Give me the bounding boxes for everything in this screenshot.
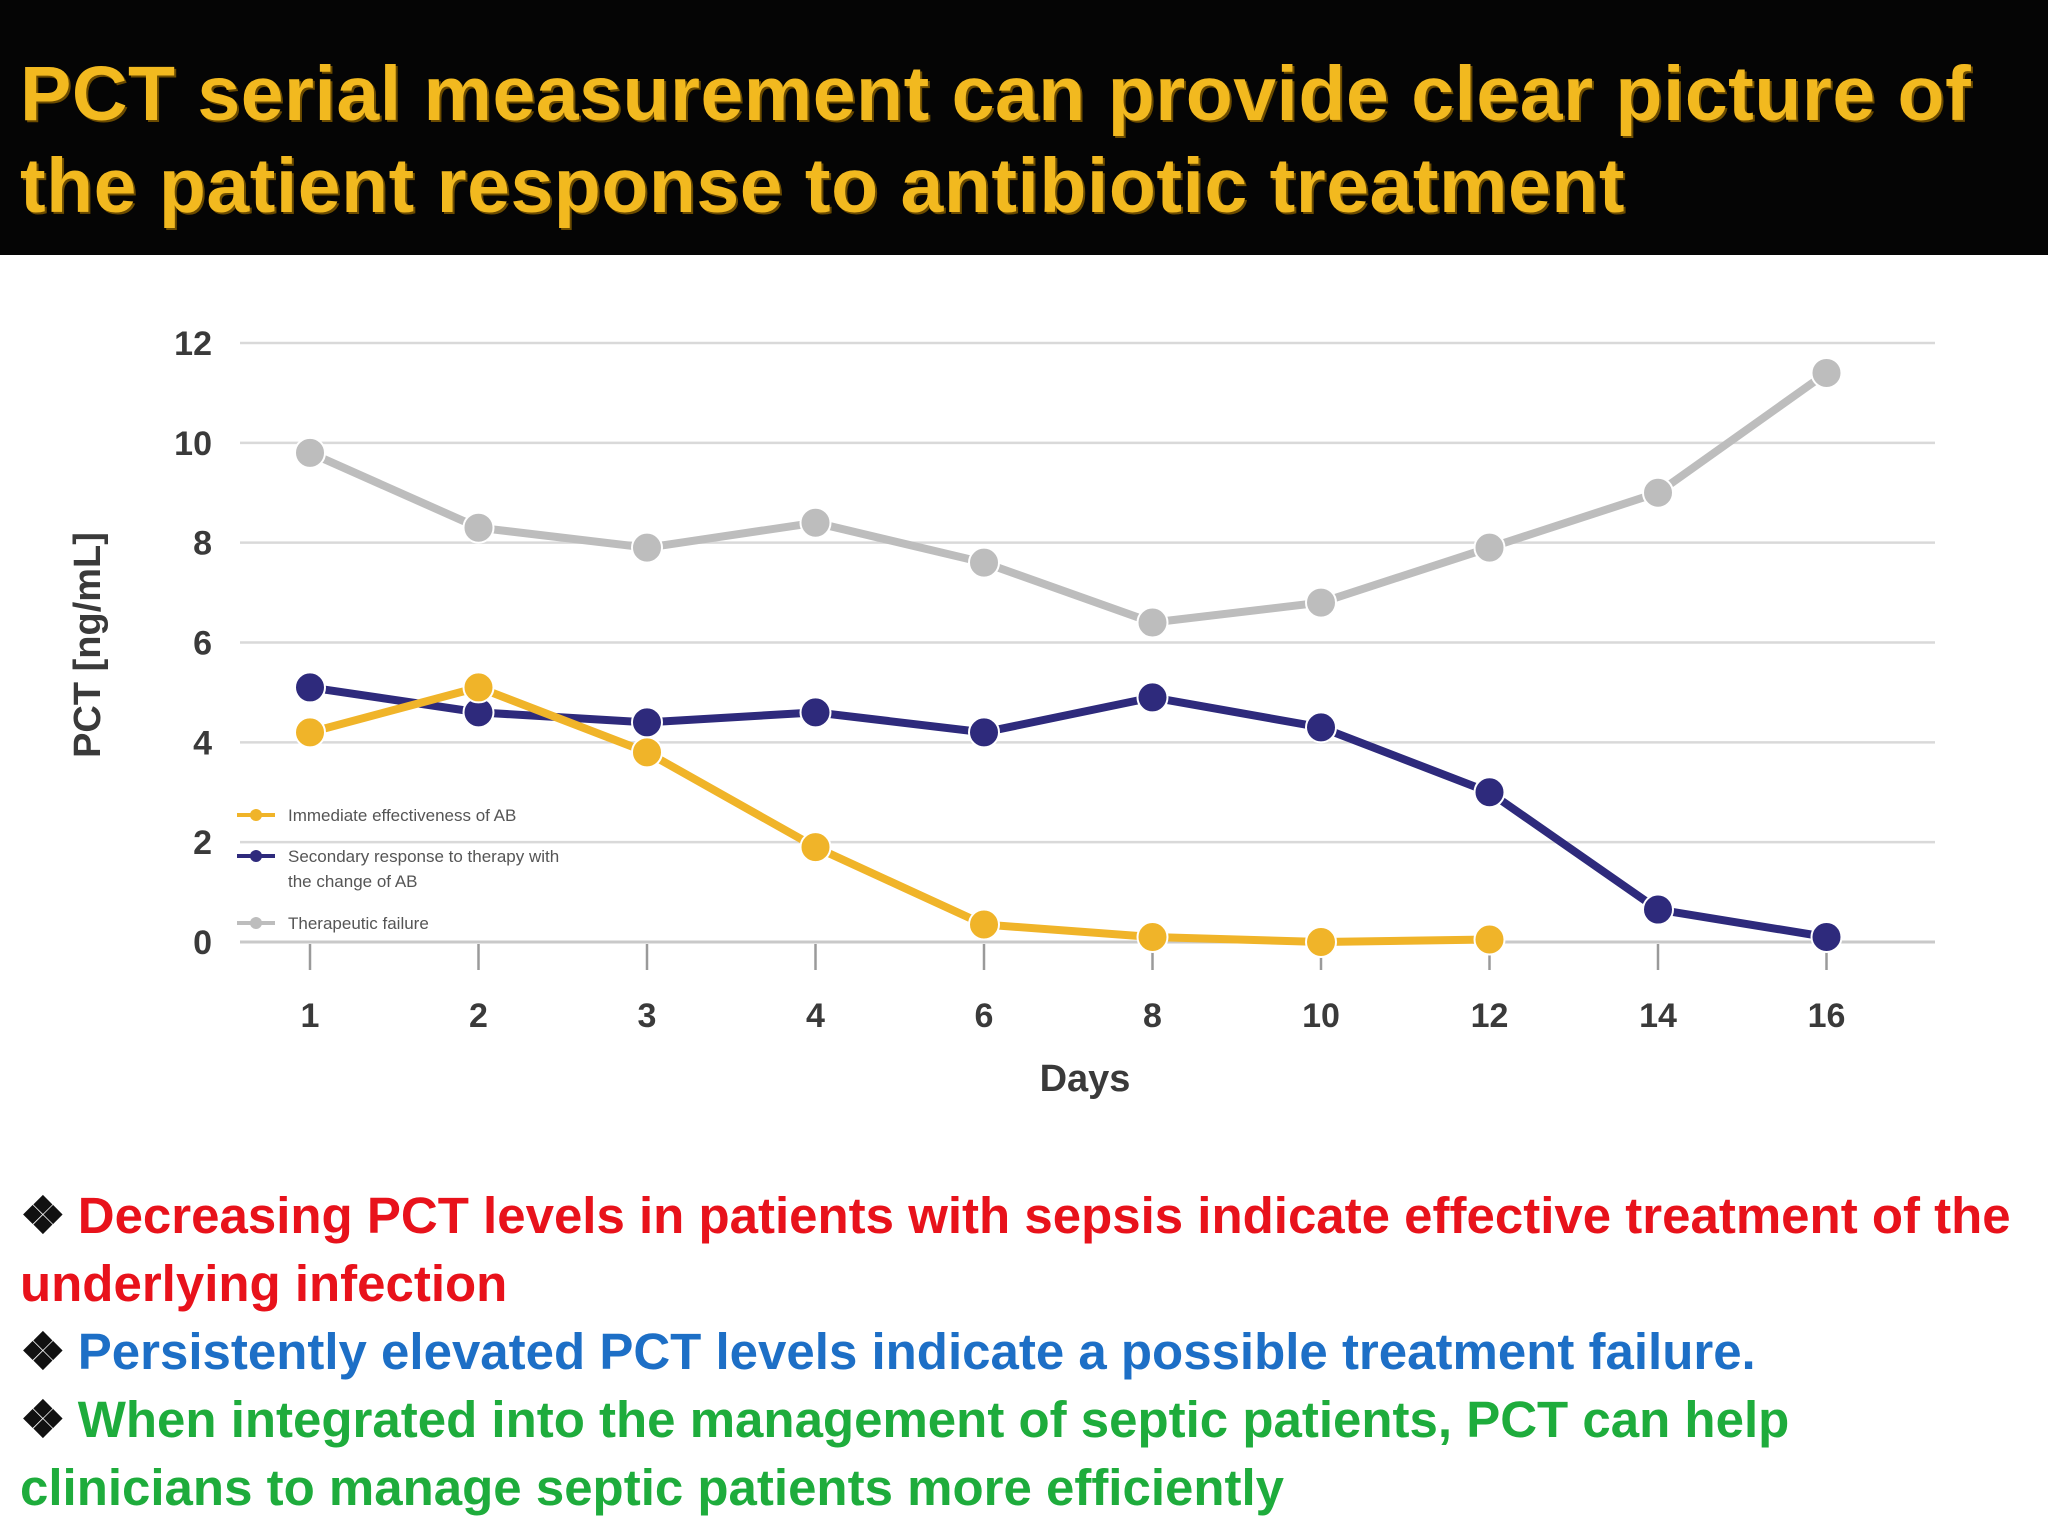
series-2: [294, 356, 1843, 639]
y-tick-label: 4: [193, 724, 212, 762]
data-point: [462, 671, 495, 704]
y-tick-label: 8: [193, 525, 212, 563]
series-line: [306, 683, 1831, 942]
series-0: [294, 671, 1506, 958]
data-point: [631, 706, 663, 739]
data-point: [1810, 356, 1843, 389]
x-tick-label: 8: [1143, 997, 1162, 1035]
x-tick-label: 1: [301, 997, 320, 1035]
y-tick-label: 6: [193, 625, 212, 663]
legend-label: Secondary response to therapy with the ch…: [288, 847, 559, 891]
y-tick-label: 12: [174, 325, 212, 363]
data-point: [1305, 586, 1337, 619]
note-item: ❖ Decreasing PCT levels in patients with …: [20, 1182, 2030, 1318]
slide-header: PCT serial measurement can provide clear…: [0, 0, 2048, 255]
data-point: [631, 736, 663, 769]
x-tick-label: 16: [1808, 997, 1846, 1035]
data-point: [1473, 531, 1506, 564]
slide-title: PCT serial measurement can provide clear…: [20, 51, 1972, 229]
diamond-bullet-icon: ❖: [20, 1323, 66, 1380]
data-point: [1305, 711, 1337, 744]
chart-legend: Immediate effectiveness of AB Secondary r…: [237, 806, 559, 933]
data-point: [1473, 923, 1506, 956]
x-tick-label: 6: [975, 997, 994, 1035]
diamond-bullet-icon: ❖: [20, 1187, 66, 1244]
notes-list: ❖ Decreasing PCT levels in patients with …: [20, 1182, 2030, 1522]
legend-label: Immediate effectiveness of AB: [288, 806, 516, 825]
series-line: [306, 368, 1831, 627]
legend-label-line: Secondary response to therapy with: [288, 847, 559, 866]
x-tick-label: 2: [469, 997, 488, 1035]
legend-swatch-marker: [250, 850, 262, 862]
data-point: [799, 831, 832, 864]
note-item: ❖ Persistently elevated PCT levels indica…: [20, 1318, 2030, 1386]
x-tick-label: 14: [1639, 997, 1677, 1035]
data-point: [968, 908, 1000, 941]
series-line: [306, 683, 1494, 946]
series-1: [294, 671, 1843, 954]
legend-item: Therapeutic failure: [237, 914, 429, 933]
chart-gridlines: [240, 341, 1935, 944]
note-text: Persistently elevated PCT levels indicat…: [77, 1323, 1756, 1380]
x-tick-label: 10: [1302, 997, 1340, 1035]
note-item: ❖ When integrated into the management of …: [20, 1386, 2030, 1522]
x-axis-title: Days: [1040, 1058, 1131, 1100]
data-point: [631, 531, 663, 564]
data-point: [1305, 926, 1337, 958]
legend-label-line: the change of AB: [288, 872, 418, 891]
legend-item: Secondary response to therapy with the ch…: [237, 847, 559, 891]
data-point: [968, 716, 1000, 749]
y-tick-label: 0: [193, 924, 212, 962]
legend-label: Therapeutic failure: [288, 914, 429, 933]
data-point: [968, 546, 1000, 579]
legend-item: Immediate effectiveness of AB: [237, 806, 516, 825]
data-point: [799, 506, 832, 539]
x-tick-label: 4: [806, 997, 825, 1035]
data-point: [294, 671, 326, 704]
data-point: [462, 511, 495, 544]
note-text: Decreasing PCT levels in patients with s…: [20, 1187, 2011, 1312]
diamond-bullet-icon: ❖: [20, 1391, 66, 1448]
legend-swatch-marker: [250, 809, 262, 821]
data-point: [1473, 776, 1506, 809]
data-point: [799, 696, 832, 729]
legend-swatch-marker: [250, 917, 262, 929]
note-text: When integrated into the management of s…: [20, 1391, 1790, 1516]
data-point: [1136, 681, 1169, 714]
data-point: [1642, 893, 1674, 926]
data-point: [1136, 606, 1169, 639]
data-point: [1642, 476, 1674, 509]
chart-series: [294, 356, 1843, 958]
data-point: [294, 436, 326, 469]
y-axis-title: PCT [ng/mL]: [67, 532, 109, 758]
x-tick-label: 12: [1471, 997, 1509, 1035]
data-point: [1810, 921, 1843, 954]
y-tick-label: 2: [193, 824, 212, 862]
x-tick-label: 3: [638, 997, 657, 1035]
data-point: [294, 716, 326, 749]
y-tick-label: 10: [174, 425, 212, 463]
data-point: [1136, 921, 1169, 954]
